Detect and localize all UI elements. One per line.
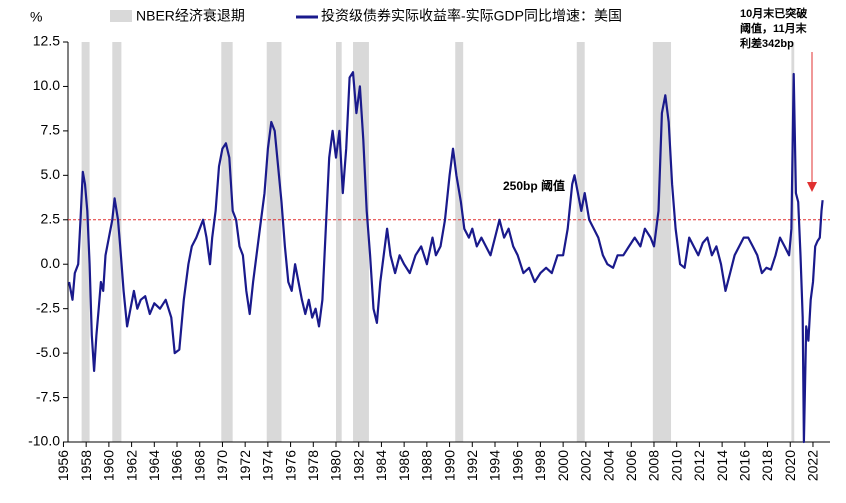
x-tick-label: 2004: [600, 450, 616, 481]
x-tick-label: 1990: [441, 450, 457, 481]
y-tick-label: 2.5: [41, 210, 61, 226]
x-tick-label: 1982: [350, 450, 366, 481]
x-tick-label: 2014: [714, 450, 730, 481]
recession-band: [221, 42, 233, 442]
x-tick-label: 2012: [691, 450, 707, 481]
x-tick-label: 2016: [737, 450, 753, 481]
x-tick-label: 1998: [532, 450, 548, 481]
x-tick-label: 1976: [282, 450, 298, 481]
x-tick-label: 2022: [805, 450, 821, 481]
recession-band: [791, 42, 795, 442]
x-tick-label: 1962: [123, 450, 139, 481]
y-tick-label: 12.5: [33, 33, 60, 49]
x-tick-label: 1966: [169, 450, 185, 481]
x-tick-label: 2010: [668, 450, 684, 481]
threshold-label: 250bp 阈值: [503, 178, 565, 193]
annotation-text: 10月末已突破: [740, 6, 807, 20]
x-tick-label: 1994: [487, 450, 503, 481]
x-tick-label: 1964: [146, 450, 162, 481]
x-tick-label: 1984: [373, 450, 389, 481]
recession-band: [112, 42, 122, 442]
recession-band: [652, 42, 672, 442]
x-tick-label: 2002: [578, 450, 594, 481]
series-line: [68, 71, 824, 444]
annotation-text: 利差342bp: [740, 36, 794, 50]
x-tick-label: 2020: [782, 450, 798, 481]
x-tick-label: 1974: [260, 450, 276, 481]
legend-recession: NBER经济衰退期: [136, 8, 245, 24]
annotation-text: 阈值，11月末: [740, 21, 808, 35]
legend-recession-swatch: [110, 10, 132, 22]
x-tick-label: 1996: [509, 450, 525, 481]
x-tick-label: 1980: [328, 450, 344, 481]
y-tick-label: 0.0: [41, 255, 61, 271]
recession-band: [81, 42, 90, 442]
recession-band: [266, 42, 282, 442]
y-tick-label: 5.0: [41, 166, 61, 182]
x-tick-label: 1972: [237, 450, 253, 481]
x-tick-label: 1960: [101, 450, 117, 481]
y-unit: %: [30, 9, 42, 25]
y-tick-label: 10.0: [33, 77, 60, 93]
x-tick-label: 1992: [464, 450, 480, 481]
x-tick-label: 2000: [555, 450, 571, 481]
y-tick-label: -10.0: [28, 433, 60, 449]
y-tick-label: -2.5: [36, 299, 60, 315]
x-tick-label: 2006: [623, 450, 639, 481]
y-tick-label: -5.0: [36, 344, 60, 360]
recession-band: [576, 42, 585, 442]
y-tick-label: 7.5: [41, 122, 61, 138]
x-tick-label: 2008: [646, 450, 662, 481]
y-tick-label: -7.5: [36, 388, 60, 404]
x-tick-label: 2018: [759, 450, 775, 481]
x-tick-label: 1970: [214, 450, 230, 481]
recession-band: [336, 42, 342, 442]
x-tick-label: 1956: [55, 450, 71, 481]
annotation-arrowhead: [807, 182, 817, 192]
x-tick-label: 1958: [78, 450, 94, 481]
recession-band: [353, 42, 369, 442]
legend-series: 投资级债券实际收益率-实际GDP同比增速：美国: [321, 8, 622, 24]
x-tick-label: 1986: [396, 450, 412, 481]
x-tick-label: 1988: [419, 450, 435, 481]
x-tick-label: 1978: [305, 450, 321, 481]
recession-band: [455, 42, 464, 442]
x-tick-label: 1968: [191, 450, 207, 481]
